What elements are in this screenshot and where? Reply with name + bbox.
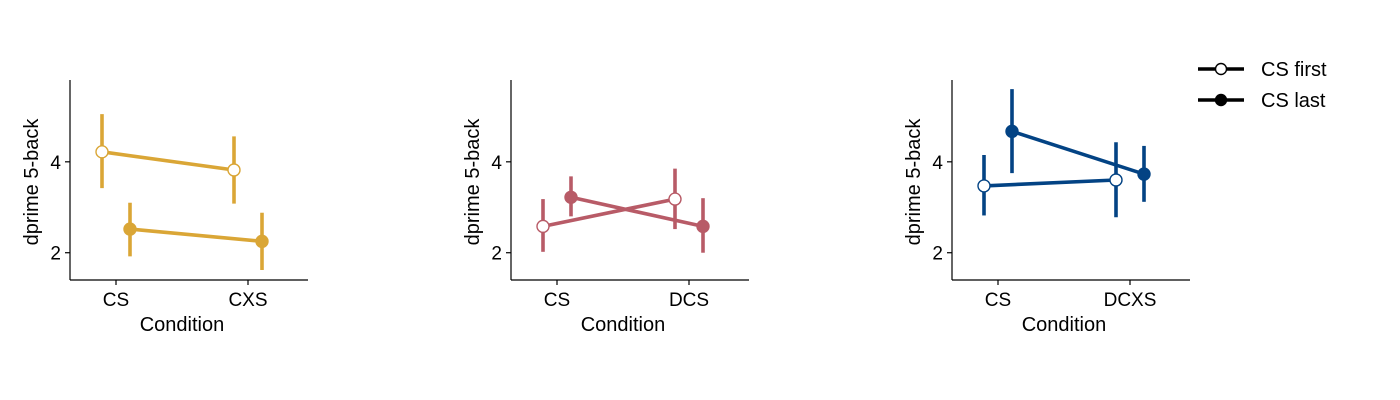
x-axis-title: Condition	[140, 314, 225, 336]
legend-item-filled: CS last	[1198, 90, 1326, 112]
x-tick-label: CS	[103, 290, 129, 311]
x-axis-title: Condition	[1022, 314, 1107, 336]
data-point	[977, 179, 991, 193]
data-point	[123, 222, 137, 236]
chart-panel-3: 2 4 CS DCXS Condition dprime 5-back	[903, 80, 1190, 336]
series-filled	[1005, 89, 1151, 202]
legend-label: CS first	[1261, 59, 1327, 81]
y-tick-label: 2	[491, 244, 502, 265]
series-line	[101, 150, 235, 172]
x-axis-title: Condition	[581, 314, 666, 336]
x-tick-label: CS	[985, 290, 1011, 311]
x-tick-label: DCXS	[1104, 290, 1157, 311]
legend-label: CS last	[1261, 90, 1326, 112]
series-open	[95, 114, 241, 204]
y-tick-label: 2	[50, 244, 61, 265]
series-line	[983, 178, 1117, 188]
data-point	[564, 190, 578, 204]
y-tick-label: 4	[932, 153, 943, 174]
data-point	[227, 163, 241, 177]
y-axis-title: dprime 5-back	[903, 118, 925, 246]
series-line	[570, 195, 704, 229]
series-open	[977, 142, 1123, 218]
series-open	[536, 168, 682, 252]
y-axis-title: dprime 5-back	[462, 118, 484, 246]
y-tick-label: 2	[932, 244, 943, 265]
data-point	[536, 219, 550, 234]
data-point	[696, 219, 710, 234]
series-filled	[564, 176, 710, 253]
series-line	[129, 227, 263, 244]
data-point	[95, 145, 109, 159]
series-filled	[123, 202, 269, 270]
x-tick-label: DCS	[669, 290, 709, 311]
legend: CS first CS last	[1198, 59, 1327, 112]
data-point	[1137, 167, 1151, 181]
series-line	[1011, 129, 1145, 176]
y-tick-label: 4	[491, 153, 502, 174]
legend-marker	[1214, 62, 1228, 76]
x-tick-label: CXS	[228, 290, 267, 311]
y-axis-title: dprime 5-back	[21, 118, 43, 246]
data-point	[255, 234, 269, 249]
data-point	[668, 192, 682, 206]
data-point	[1005, 124, 1019, 139]
legend-marker	[1214, 93, 1228, 107]
x-tick-label: CS	[544, 290, 570, 311]
data-point	[1109, 173, 1123, 187]
y-tick-label: 4	[50, 153, 61, 174]
series-line	[542, 197, 676, 229]
legend-item-open: CS first	[1198, 59, 1327, 81]
